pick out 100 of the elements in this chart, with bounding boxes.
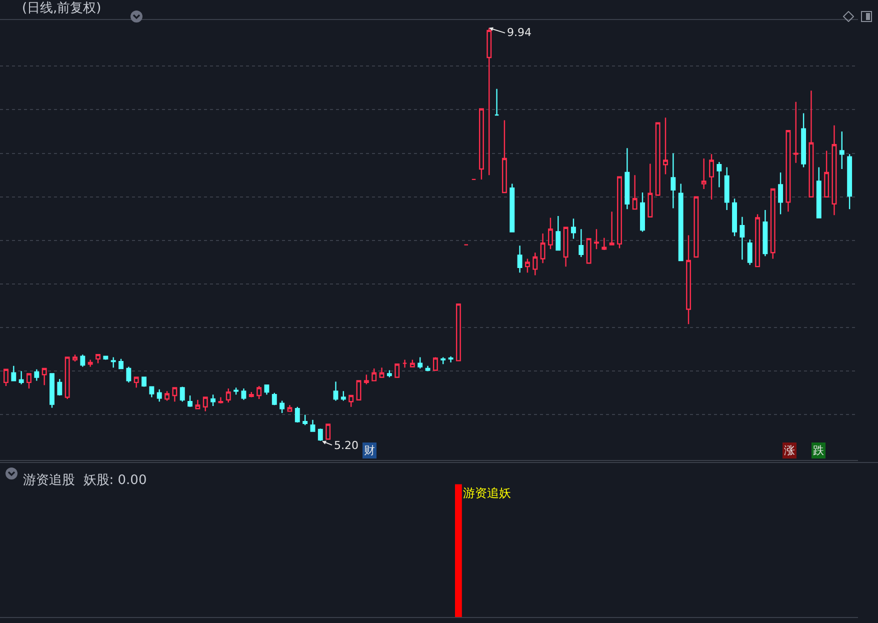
annotation: 跌 bbox=[813, 444, 824, 457]
candlestick bbox=[740, 216, 745, 260]
candlestick bbox=[624, 147, 630, 210]
candlestick bbox=[326, 424, 331, 440]
candlestick bbox=[532, 252, 538, 276]
candlestick bbox=[188, 394, 193, 408]
candlestick bbox=[234, 387, 239, 396]
candlestick bbox=[50, 373, 54, 408]
candlestick bbox=[333, 380, 338, 402]
candlestick bbox=[486, 27, 492, 176]
candlestick bbox=[294, 406, 300, 424]
candlestick bbox=[256, 385, 262, 400]
candlestick bbox=[724, 166, 730, 211]
candlestick bbox=[847, 154, 852, 210]
candlestick bbox=[34, 368, 40, 382]
candlestick bbox=[510, 183, 515, 232]
candlestick bbox=[248, 391, 254, 398]
candlestick bbox=[318, 428, 323, 442]
candlestick bbox=[517, 245, 522, 274]
candlestick bbox=[280, 400, 285, 414]
candlestick bbox=[57, 378, 62, 396]
candlestick bbox=[770, 188, 776, 260]
candlestick bbox=[356, 380, 362, 400]
candlestick bbox=[142, 376, 146, 388]
annotation: 9.94 bbox=[507, 26, 532, 39]
candlestick bbox=[732, 198, 738, 237]
candlestick bbox=[126, 366, 132, 384]
candlestick bbox=[64, 356, 70, 400]
candlestick bbox=[478, 108, 484, 180]
candlestick bbox=[394, 364, 400, 378]
candlestick bbox=[540, 232, 546, 264]
candlestick bbox=[663, 116, 668, 175]
candlestick bbox=[456, 303, 461, 362]
candlestick bbox=[617, 176, 622, 249]
candlestick bbox=[709, 154, 714, 200]
candlestick bbox=[149, 386, 154, 398]
candlestick bbox=[786, 130, 791, 212]
candlestick bbox=[548, 217, 553, 250]
candlestick bbox=[694, 196, 699, 258]
candlestick bbox=[226, 388, 231, 404]
candlestick bbox=[379, 367, 384, 378]
candlestick bbox=[118, 358, 124, 370]
candlestick bbox=[578, 228, 584, 258]
candlestick bbox=[586, 238, 592, 264]
candlestick bbox=[594, 228, 599, 250]
candlestick bbox=[816, 166, 822, 218]
candlestick bbox=[793, 101, 798, 164]
candlestick bbox=[42, 368, 47, 386]
candlestick bbox=[103, 356, 108, 360]
candlestick bbox=[747, 238, 752, 266]
candlestick bbox=[448, 356, 454, 364]
candlestick bbox=[340, 390, 346, 402]
candlestick bbox=[839, 130, 844, 170]
candlestick bbox=[494, 88, 500, 116]
candlestick bbox=[678, 183, 684, 262]
candlestick bbox=[762, 209, 768, 257]
candlestick bbox=[156, 388, 162, 402]
candlestick bbox=[88, 359, 93, 368]
candlestick bbox=[202, 396, 208, 412]
candlestick bbox=[602, 237, 607, 251]
candlestick bbox=[808, 90, 814, 198]
candlestick bbox=[272, 392, 277, 406]
candlestick bbox=[164, 390, 170, 402]
candlestick bbox=[410, 359, 415, 368]
candlestick bbox=[655, 122, 660, 196]
candlestick bbox=[832, 124, 837, 216]
candlestick bbox=[80, 354, 86, 368]
candlestick bbox=[210, 394, 216, 407]
candlestick bbox=[372, 368, 377, 382]
candlestick bbox=[18, 370, 24, 385]
candlestick bbox=[701, 158, 706, 190]
candlestick bbox=[302, 414, 308, 426]
candlestick bbox=[440, 356, 446, 365]
candlestick bbox=[134, 376, 139, 388]
candlestick bbox=[648, 163, 653, 218]
candlestick bbox=[11, 365, 16, 382]
candlestick bbox=[96, 354, 100, 364]
candlestick bbox=[264, 384, 270, 396]
candlestick bbox=[556, 215, 561, 251]
candlestick bbox=[801, 112, 806, 168]
candlestick bbox=[502, 120, 507, 194]
candlestick bbox=[110, 356, 116, 368]
candlestick bbox=[755, 214, 760, 268]
annotation: 游资追妖 bbox=[463, 486, 511, 500]
candlestick bbox=[287, 404, 292, 412]
candlestick bbox=[418, 356, 423, 370]
candlestick bbox=[563, 226, 568, 268]
candlestick bbox=[524, 258, 530, 274]
candlestick bbox=[686, 234, 691, 325]
candlestick bbox=[3, 368, 8, 387]
candlestick bbox=[241, 388, 246, 400]
chart-title: 游资追股 妖股: 0.00 bbox=[23, 473, 147, 488]
candlestick bbox=[425, 365, 430, 372]
candlestick bbox=[670, 152, 676, 209]
candlestick bbox=[716, 161, 722, 188]
candlestick bbox=[571, 218, 576, 240]
candlestick bbox=[72, 354, 78, 362]
candlestick bbox=[432, 356, 438, 371]
annotation: 5.20 bbox=[334, 439, 358, 452]
candlestick bbox=[218, 396, 224, 404]
